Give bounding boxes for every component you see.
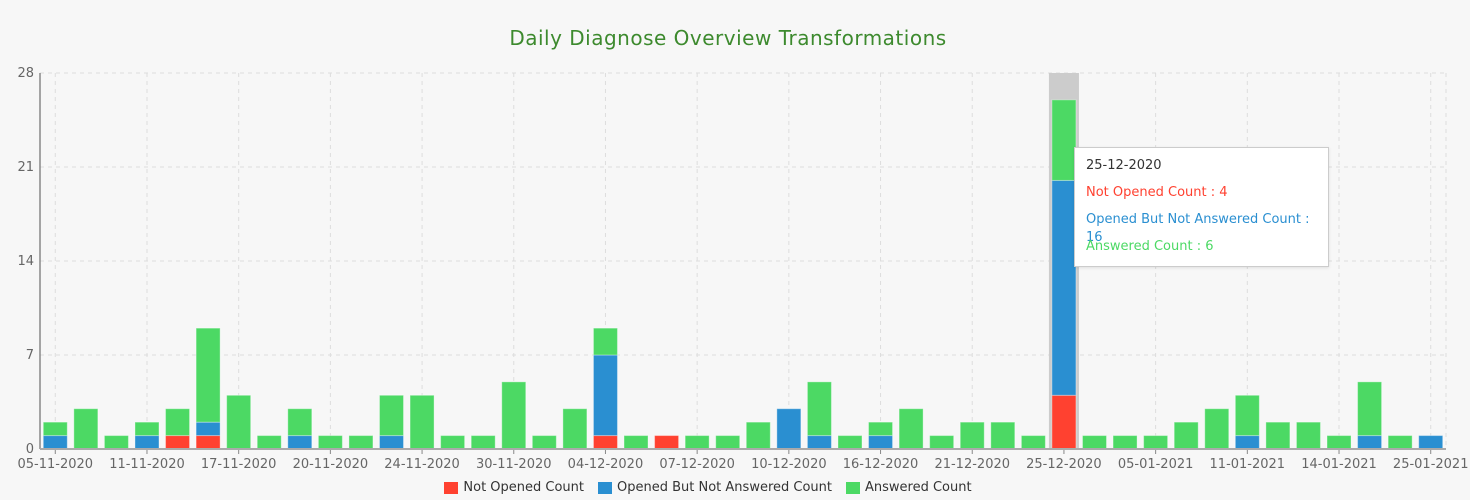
x-tick-label: 04-12-2020: [568, 457, 644, 472]
x-tick-label: 20-11-2020: [293, 457, 369, 472]
y-tick-label: 28: [17, 66, 34, 81]
bar-segment: [745, 421, 771, 450]
x-tick-label: 07-12-2020: [659, 457, 735, 472]
bar-segment: [684, 435, 710, 450]
x-tick-label: 05-01-2021: [1118, 457, 1194, 472]
tooltip-opened-not-answered: Opened But Not Answered Count : 16: [1086, 212, 1310, 245]
bar-segment: [1418, 435, 1444, 450]
x-tick-label: 05-11-2020: [18, 457, 94, 472]
bar-segment: [379, 435, 404, 450]
bar-segment: [776, 408, 802, 450]
bar-segment: [103, 435, 129, 450]
tooltip-answered: Answered Count : 6: [1086, 239, 1214, 254]
bar-segment: [42, 435, 68, 450]
bar-segment: [317, 435, 343, 450]
bar-segment: [623, 435, 649, 450]
tooltip: 25-12-2020 Not Opened Count : 4 Opened B…: [1074, 147, 1329, 267]
legend-item-answered[interactable]: Answered Count: [846, 480, 972, 495]
x-tick-label: 30-11-2020: [476, 457, 552, 472]
bar-segment: [165, 435, 191, 450]
legend-item-opened-not-answered[interactable]: Opened But Not Answered Count: [598, 480, 832, 495]
bar-segment: [379, 394, 404, 437]
y-tick-label: 7: [26, 348, 34, 363]
bar-segment: [562, 408, 588, 450]
bar-segment: [1051, 179, 1077, 396]
bar-segment: [1204, 408, 1230, 450]
bar-segment: [1265, 421, 1291, 450]
bar-segment: [531, 435, 557, 450]
legend-swatch: [846, 481, 860, 494]
bar-segment: [42, 421, 68, 437]
bar-segment: [898, 408, 924, 450]
bar-segment: [1082, 435, 1107, 450]
bar-segment: [165, 408, 191, 437]
bar-segment: [287, 408, 313, 437]
legend-label: Answered Count: [865, 480, 972, 495]
bar-segment: [73, 408, 99, 450]
bar-segment: [226, 394, 252, 450]
bar-segment: [1051, 99, 1077, 181]
bar-segment: [929, 435, 955, 450]
bar-segment: [1326, 435, 1352, 450]
bar-segment: [837, 435, 863, 450]
legend-label: Opened But Not Answered Count: [617, 480, 832, 495]
bar-segment: [1020, 435, 1046, 450]
bar-segment: [868, 435, 894, 450]
bar-segment: [592, 327, 618, 356]
bar-segment: [440, 435, 466, 450]
bar-segment: [592, 435, 618, 450]
bar-segment: [868, 421, 894, 437]
bar-segment: [990, 421, 1016, 450]
tooltip-date: 25-12-2020: [1086, 158, 1162, 173]
y-tick-label: 14: [17, 254, 34, 269]
x-tick-label: 11-11-2020: [109, 457, 185, 472]
bar-segment: [501, 381, 527, 450]
bar-segment: [287, 435, 313, 450]
x-tick-label: 25-01-2021: [1393, 457, 1469, 472]
bar-segment: [409, 394, 435, 450]
bar-segment: [592, 354, 618, 437]
x-tick-label: 11-01-2021: [1210, 457, 1286, 472]
bar-segment: [470, 435, 496, 450]
bar-segment: [654, 435, 680, 450]
bar-segment: [195, 421, 221, 437]
bar-segment: [959, 421, 985, 450]
bar-segment: [1234, 394, 1260, 437]
legend-swatch: [598, 481, 613, 494]
bar-segment: [806, 381, 832, 437]
bar-segment: [1357, 435, 1383, 450]
x-tick-label: 25-12-2020: [1026, 457, 1102, 472]
bar-segment: [1173, 421, 1199, 450]
bar-segment: [348, 435, 374, 450]
x-tick-label: 10-12-2020: [751, 457, 827, 472]
bar-segment: [195, 435, 221, 450]
legend-swatch: [444, 481, 459, 494]
bar-segment: [1295, 421, 1321, 450]
x-tick-label: 17-11-2020: [201, 457, 277, 472]
bar-segment: [195, 327, 221, 423]
bar-segment: [1051, 394, 1077, 450]
y-tick-label: 0: [26, 442, 34, 457]
bar-segment: [256, 435, 282, 450]
bar-segment: [1143, 435, 1169, 450]
bar-segment: [1387, 435, 1413, 450]
legend-item-not-opened[interactable]: Not Opened Count: [444, 480, 584, 495]
chart-title: Daily Diagnose Overview Transformations: [509, 26, 947, 50]
tooltip-not-opened: Not Opened Count : 4: [1086, 185, 1228, 200]
bar-segment: [1357, 381, 1383, 437]
bar-segment: [806, 435, 832, 450]
bar-segment: [134, 435, 160, 450]
legend: Not Opened Count Opened But Not Answered…: [0, 480, 1416, 495]
x-tick-label: 16-12-2020: [843, 457, 919, 472]
bar-segment: [715, 435, 741, 450]
bar-segment: [1112, 435, 1138, 450]
x-tick-label: 24-11-2020: [384, 457, 460, 472]
x-tick-label: 14-01-2021: [1301, 457, 1377, 472]
bar-segment: [134, 421, 160, 437]
legend-label: Not Opened Count: [463, 480, 585, 495]
y-tick-label: 21: [17, 160, 34, 175]
x-tick-label: 21-12-2020: [934, 457, 1010, 472]
bar-segment: [1234, 435, 1260, 450]
